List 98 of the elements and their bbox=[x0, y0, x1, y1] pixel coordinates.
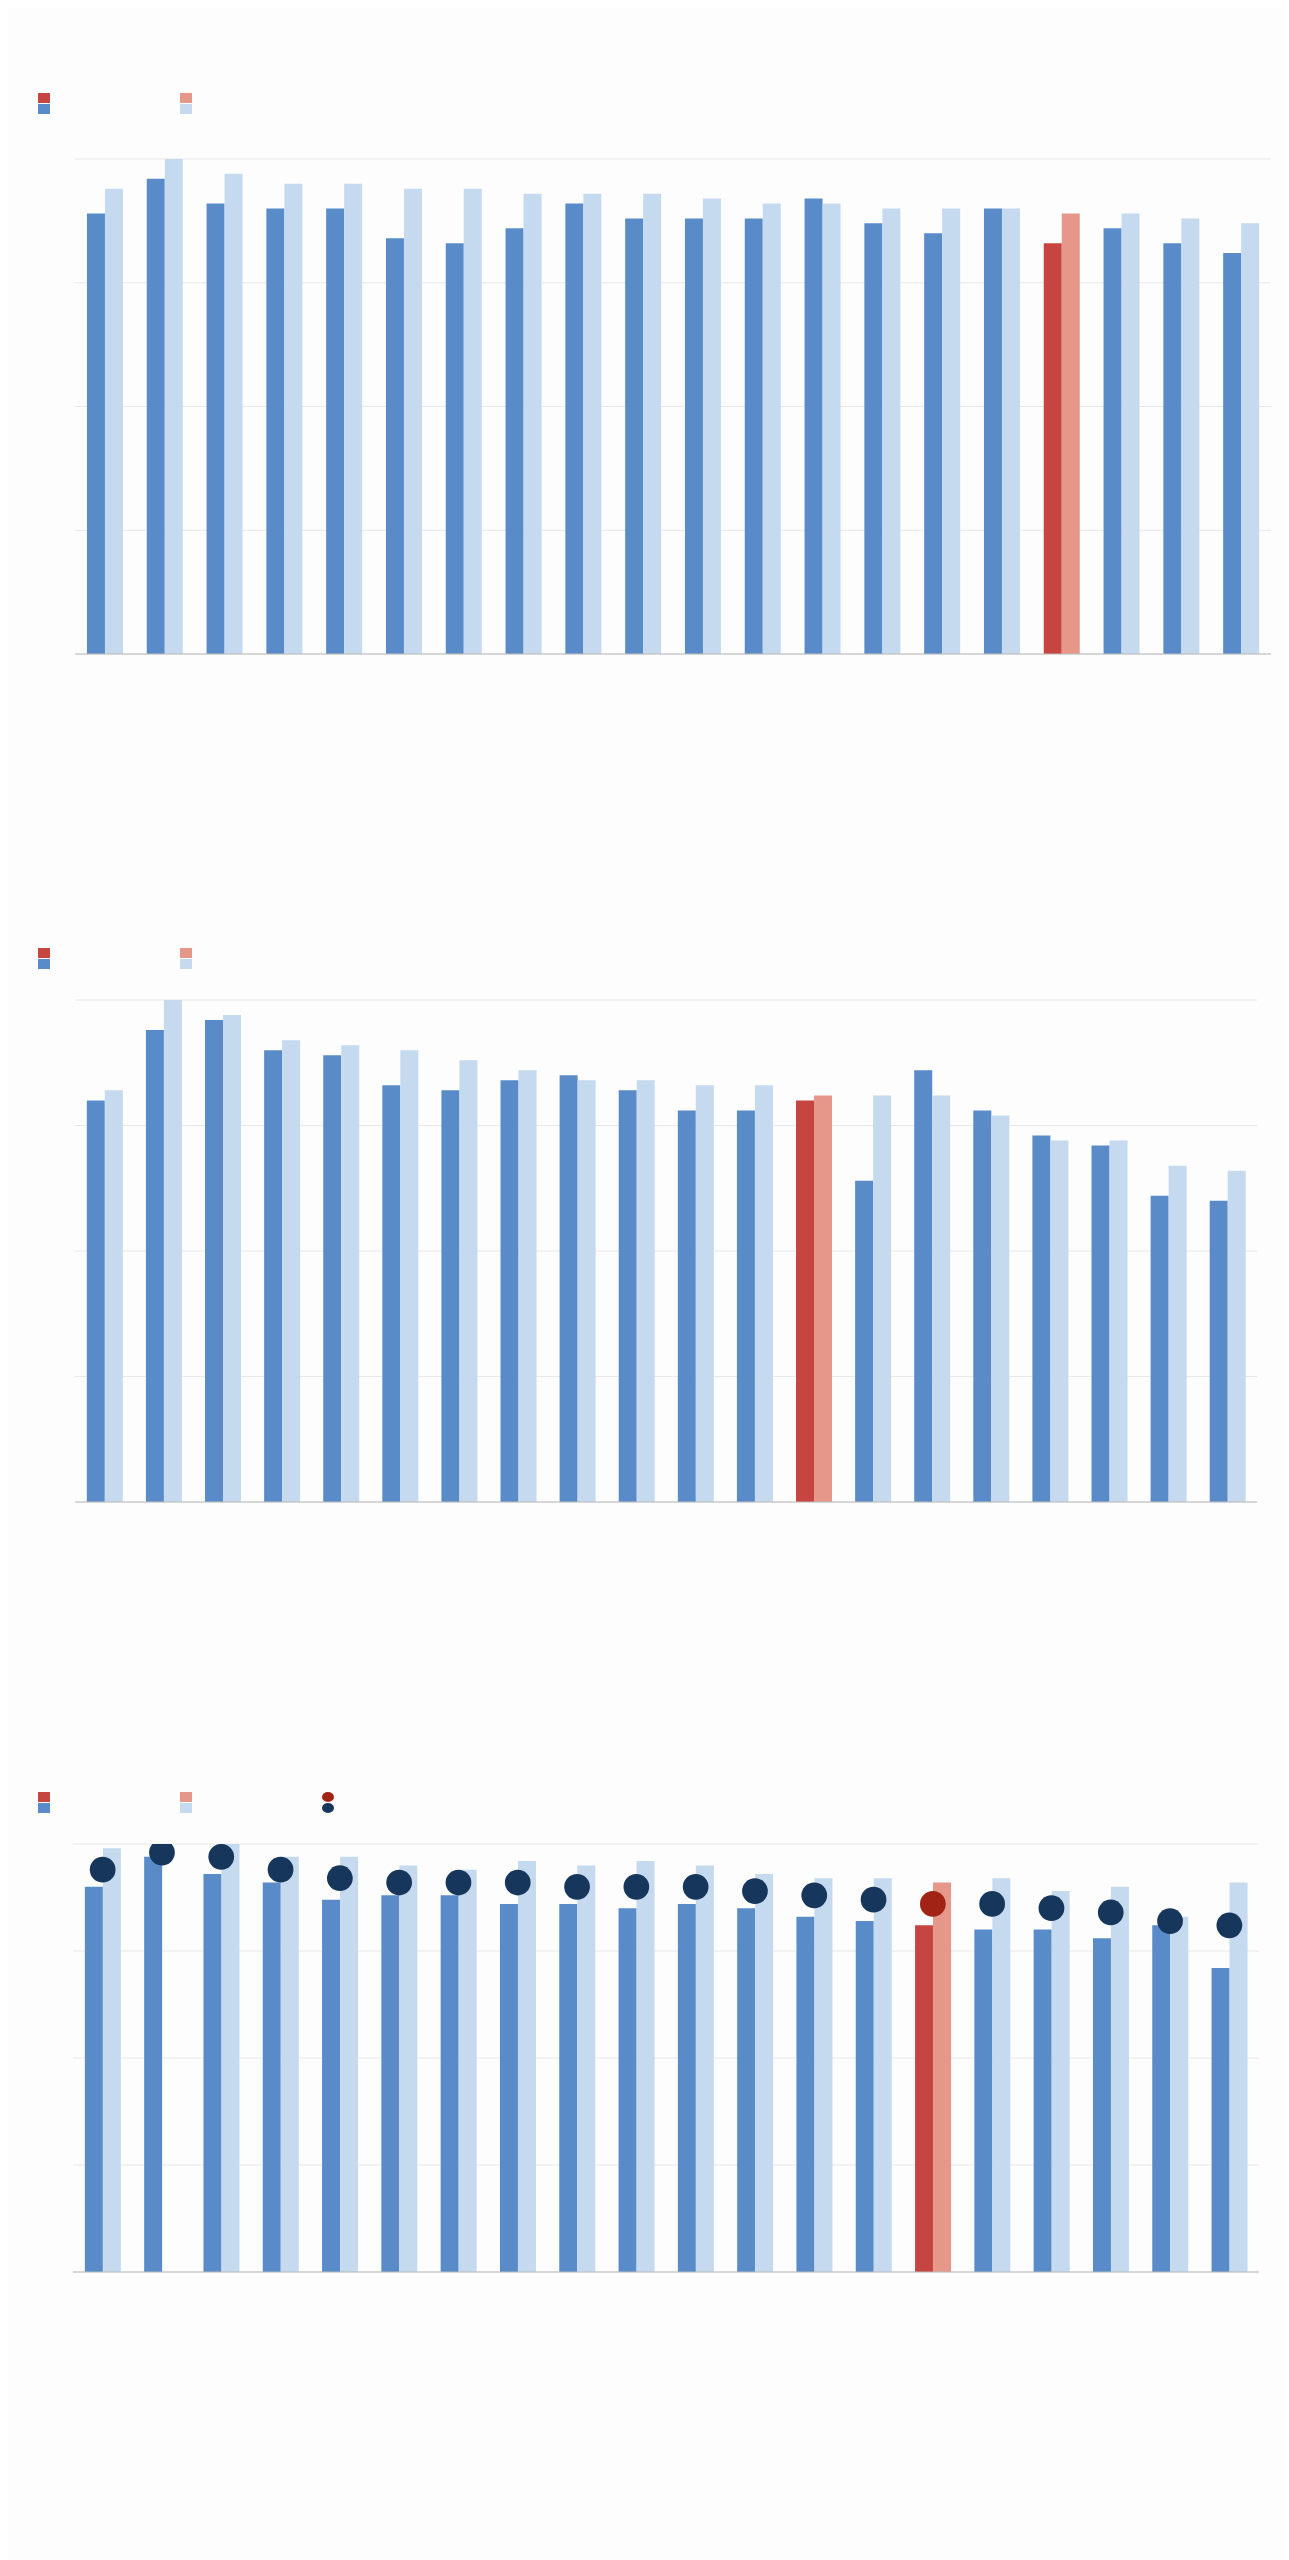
point bbox=[445, 1869, 472, 1896]
point bbox=[860, 1886, 887, 1913]
bar bbox=[1211, 1968, 1230, 2272]
bar bbox=[163, 1000, 182, 1502]
bar bbox=[518, 1070, 537, 1502]
bar bbox=[262, 1882, 281, 2272]
bar bbox=[814, 1095, 833, 1502]
bar bbox=[1209, 1200, 1228, 1502]
bar bbox=[796, 1100, 815, 1502]
point bbox=[623, 1873, 650, 1900]
bar bbox=[205, 1020, 224, 1502]
point bbox=[1216, 1912, 1243, 1939]
bar bbox=[1050, 1140, 1069, 1502]
bar bbox=[932, 1095, 951, 1502]
bar bbox=[618, 1908, 637, 2272]
bar bbox=[441, 1090, 460, 1502]
bar bbox=[341, 1045, 360, 1502]
bar bbox=[677, 1110, 696, 1502]
bar bbox=[814, 1878, 833, 2272]
bar bbox=[636, 1861, 655, 2272]
bar bbox=[755, 1873, 774, 2272]
bar bbox=[145, 1030, 164, 1502]
bar bbox=[86, 1100, 105, 1502]
bar bbox=[223, 1015, 242, 1502]
bar bbox=[796, 1916, 815, 2272]
bar bbox=[695, 1085, 714, 1502]
bar bbox=[282, 1040, 301, 1502]
bar bbox=[754, 1085, 773, 1502]
bar bbox=[102, 1848, 121, 2272]
bar bbox=[873, 1878, 892, 2272]
bar bbox=[992, 1878, 1011, 2272]
bar bbox=[1033, 1929, 1052, 2272]
bar bbox=[933, 1882, 952, 2272]
bar bbox=[991, 1115, 1010, 1502]
bar bbox=[1032, 1135, 1051, 1502]
point bbox=[919, 1891, 946, 1917]
bar bbox=[340, 1856, 359, 2272]
bar bbox=[618, 1090, 637, 1502]
bar bbox=[323, 1055, 342, 1502]
point bbox=[801, 1882, 828, 1909]
bar bbox=[280, 1856, 299, 2272]
bar bbox=[382, 1085, 401, 1502]
point bbox=[1038, 1895, 1065, 1922]
bar bbox=[1109, 1140, 1128, 1502]
bar bbox=[1051, 1891, 1070, 2272]
bar bbox=[264, 1050, 283, 1502]
bar bbox=[677, 1903, 696, 2272]
bar bbox=[855, 1921, 874, 2272]
bar bbox=[221, 1844, 240, 2272]
bar bbox=[914, 1070, 933, 1502]
point bbox=[682, 1873, 709, 1900]
bar bbox=[559, 1903, 578, 2272]
point bbox=[564, 1873, 590, 1900]
point bbox=[386, 1869, 413, 1896]
bar bbox=[104, 1090, 123, 1502]
bar bbox=[1092, 1938, 1111, 2272]
bar bbox=[737, 1908, 756, 2272]
bar bbox=[1229, 1882, 1248, 2272]
point bbox=[267, 1856, 294, 1883]
bar bbox=[577, 1080, 596, 1502]
bar bbox=[974, 1929, 993, 2272]
bar bbox=[440, 1895, 459, 2272]
point bbox=[89, 1856, 116, 1883]
point bbox=[208, 1844, 235, 1870]
point bbox=[504, 1869, 531, 1896]
bar bbox=[1168, 1165, 1187, 1502]
bar bbox=[322, 1899, 341, 2272]
bar bbox=[873, 1095, 892, 1502]
bar bbox=[1150, 1195, 1169, 1502]
bar bbox=[736, 1110, 755, 1502]
bar bbox=[577, 1865, 596, 2272]
point bbox=[1157, 1908, 1183, 1934]
bar bbox=[855, 1180, 874, 1502]
point bbox=[1097, 1899, 1124, 1926]
bar bbox=[915, 1925, 934, 2272]
bar bbox=[459, 1060, 478, 1502]
bar bbox=[559, 1075, 578, 1502]
bar bbox=[458, 1869, 477, 2272]
bar bbox=[84, 1886, 103, 2272]
bar bbox=[144, 1856, 163, 2272]
bar bbox=[636, 1080, 655, 1502]
point bbox=[326, 1865, 353, 1892]
bar bbox=[399, 1865, 418, 2272]
bar bbox=[1170, 1916, 1189, 2272]
bar bbox=[1110, 1886, 1129, 2272]
bar bbox=[973, 1110, 992, 1502]
bar bbox=[400, 1050, 419, 1502]
bar bbox=[1152, 1925, 1171, 2272]
bar bbox=[381, 1895, 400, 2272]
bar bbox=[695, 1865, 714, 2272]
bar bbox=[203, 1873, 222, 2272]
bar bbox=[1091, 1145, 1110, 1502]
bar bbox=[500, 1080, 519, 1502]
point bbox=[979, 1891, 1006, 1917]
bar bbox=[517, 1861, 536, 2272]
bar bbox=[1227, 1170, 1246, 1502]
point bbox=[742, 1878, 768, 1904]
bar bbox=[499, 1903, 518, 2272]
